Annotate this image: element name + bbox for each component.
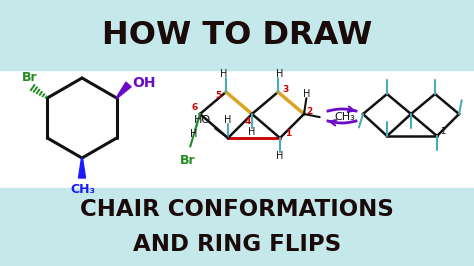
Text: 4: 4 — [245, 118, 251, 127]
Bar — [0, 0, 474, 70]
Text: 5: 5 — [215, 90, 221, 99]
Text: Br: Br — [180, 153, 196, 167]
Text: CH₃: CH₃ — [71, 183, 95, 196]
Text: H: H — [276, 69, 283, 79]
Text: 1: 1 — [285, 130, 291, 139]
Text: 1: 1 — [440, 127, 446, 136]
Text: H: H — [303, 89, 310, 99]
Text: OH: OH — [133, 76, 156, 89]
Text: AND RING FLIPS: AND RING FLIPS — [133, 232, 341, 256]
Bar — [0, 188, 474, 266]
Text: H: H — [220, 69, 228, 79]
Text: 6: 6 — [192, 103, 198, 113]
Text: H: H — [224, 115, 232, 125]
Text: CH₃: CH₃ — [334, 112, 355, 122]
Text: HO: HO — [193, 115, 210, 125]
Text: 3: 3 — [283, 85, 289, 94]
Text: HOW TO DRAW: HOW TO DRAW — [102, 20, 372, 51]
Polygon shape — [116, 82, 131, 98]
Text: Br: Br — [22, 71, 37, 84]
Text: H: H — [191, 129, 198, 139]
Text: H: H — [276, 151, 283, 161]
Text: CHAIR CONFORMATIONS: CHAIR CONFORMATIONS — [80, 198, 394, 221]
Text: H: H — [248, 127, 255, 137]
Polygon shape — [79, 158, 85, 178]
Text: 2: 2 — [306, 107, 312, 117]
